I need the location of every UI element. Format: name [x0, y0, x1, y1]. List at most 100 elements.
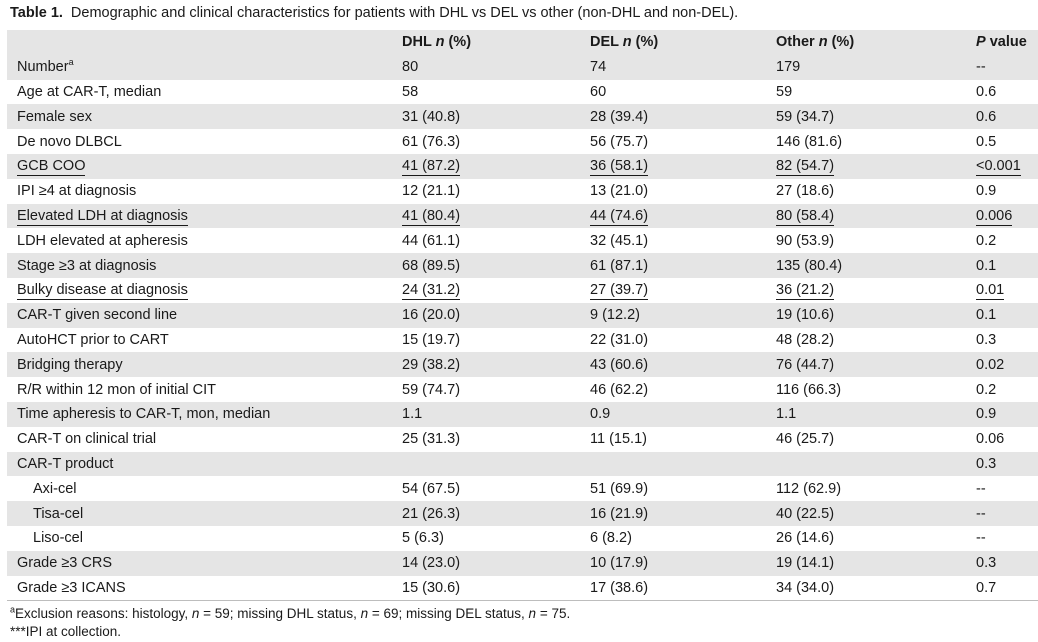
other-cell: 19 (10.6)	[776, 307, 835, 324]
table-row-significant: GCB COO 41 (87.2) 36 (58.1) 82 (54.7) <0…	[7, 153, 1038, 179]
header-other: Other n (%)	[776, 34, 855, 51]
p-value-cell: 0.2	[976, 232, 997, 249]
row-label: Age at CAR-T, median	[17, 83, 162, 100]
other-cell: 90 (53.9)	[776, 232, 835, 249]
dhl-cell: 41 (80.4)	[402, 207, 461, 226]
table-row-group: CAR-T product 0.3	[7, 451, 1038, 477]
table-row: CAR-T on clinical trial 25 (31.3) 11 (15…	[7, 427, 1038, 452]
del-cell: 6 (8.2)	[590, 530, 632, 547]
other-cell: 116 (66.3)	[776, 381, 842, 398]
dhl-cell: 16 (20.0)	[402, 307, 461, 324]
del-cell: 16 (21.9)	[590, 505, 649, 522]
dhl-cell: 5 (6.3)	[402, 530, 444, 547]
row-label: Numbera	[17, 57, 74, 76]
other-cell: 1.1	[776, 406, 797, 423]
p-value-cell: 0.5	[976, 133, 997, 150]
other-cell: 112 (62.9)	[776, 480, 842, 497]
footnote-ipi: ***IPI at collection.	[10, 624, 122, 639]
other-cell: 76 (44.7)	[776, 356, 835, 373]
dhl-cell: 12 (21.1)	[402, 183, 461, 200]
other-cell: 40 (22.5)	[776, 505, 835, 522]
del-cell: 13 (21.0)	[590, 183, 649, 200]
p-value-cell: --	[976, 480, 986, 497]
table-row: Female sex 31 (40.8) 28 (39.4) 59 (34.7)…	[7, 104, 1038, 130]
header-characteristic	[7, 30, 402, 55]
p-value-cell: 0.2	[976, 381, 997, 398]
del-cell: 44 (74.6)	[590, 207, 649, 226]
p-value-cell: 0.9	[976, 406, 997, 423]
other-cell: 59	[776, 83, 793, 100]
p-value-cell: 0.01	[976, 282, 1005, 301]
table-row-sub: Liso-cel 5 (6.3) 6 (8.2) 26 (14.6) --	[7, 526, 1038, 551]
p-value-cell: 0.02	[976, 356, 1005, 373]
characteristics-table: DHL n (%) DEL n (%) Other n (%) P value …	[7, 30, 1038, 602]
table-row: Bridging therapy 29 (38.2) 43 (60.6) 76 …	[7, 352, 1038, 378]
other-cell: 36 (21.2)	[776, 282, 835, 301]
table-header-row: DHL n (%) DEL n (%) Other n (%) P value	[7, 30, 1038, 55]
p-value-cell: --	[976, 59, 986, 76]
table-row: Grade ≥3 ICANS 15 (30.6) 17 (38.6) 34 (3…	[7, 575, 1038, 602]
del-cell: 0.9	[590, 406, 611, 423]
row-label: Grade ≥3 CRS	[17, 555, 112, 572]
p-value-cell: 0.1	[976, 257, 997, 274]
other-cell: 179	[776, 59, 801, 76]
dhl-cell: 54 (67.5)	[402, 480, 461, 497]
row-label: Bulky disease at diagnosis	[17, 282, 188, 301]
del-cell: 9 (12.2)	[590, 307, 640, 324]
row-label: Liso-cel	[33, 530, 83, 547]
row-label: CAR-T on clinical trial	[17, 431, 157, 448]
other-cell: 19 (14.1)	[776, 555, 835, 572]
p-value-cell: 0.06	[976, 431, 1005, 448]
table-row-significant: Elevated LDH at diagnosis 41 (80.4) 44 (…	[7, 203, 1038, 229]
del-cell: 46 (62.2)	[590, 381, 649, 398]
del-cell: 27 (39.7)	[590, 282, 649, 301]
table-row: CAR-T given second line 16 (20.0) 9 (12.…	[7, 302, 1038, 328]
dhl-cell: 25 (31.3)	[402, 431, 461, 448]
row-label: Tisa-cel	[33, 505, 84, 522]
table-row: Age at CAR-T, median 58 60 59 0.6	[7, 80, 1038, 105]
dhl-cell: 44 (61.1)	[402, 232, 461, 249]
dhl-cell: 80	[402, 59, 419, 76]
table-caption: Table 1. Demographic and clinical charact…	[10, 3, 1030, 23]
row-label: De novo DLBCL	[17, 133, 122, 150]
row-label: Bridging therapy	[17, 356, 123, 373]
p-value-cell: 0.6	[976, 108, 997, 125]
other-cell: 82 (54.7)	[776, 158, 835, 177]
dhl-cell: 61 (76.3)	[402, 133, 461, 150]
table-row-sub: Axi-cel 54 (67.5) 51 (69.9) 112 (62.9) -…	[7, 476, 1038, 501]
other-cell	[776, 452, 976, 477]
row-label: GCB COO	[17, 158, 86, 177]
del-cell: 61 (87.1)	[590, 257, 649, 274]
row-label: R/R within 12 mon of initial CIT	[17, 381, 217, 398]
other-cell: 59 (34.7)	[776, 108, 835, 125]
del-cell: 11 (15.1)	[590, 431, 647, 448]
row-label: Female sex	[17, 108, 92, 125]
row-label: Stage ≥3 at diagnosis	[17, 257, 157, 274]
dhl-cell: 14 (23.0)	[402, 555, 461, 572]
table-label: Table 1.	[10, 5, 63, 21]
dhl-cell: 15 (30.6)	[402, 575, 590, 602]
del-cell: 17 (38.6)	[590, 575, 776, 602]
header-p-value: P value	[976, 34, 1027, 51]
p-value-cell: 0.9	[976, 183, 997, 200]
footnote-exclusion: aExclusion reasons: histology, n = 59; m…	[10, 604, 571, 621]
dhl-cell: 15 (19.7)	[402, 331, 461, 348]
dhl-cell: 58	[402, 83, 419, 100]
other-cell: 27 (18.6)	[776, 183, 835, 200]
p-value-cell: 0.3	[976, 455, 997, 472]
del-cell: 56 (75.7)	[590, 133, 649, 150]
table-row-significant: Bulky disease at diagnosis 24 (31.2) 27 …	[7, 278, 1038, 303]
table-row: Grade ≥3 CRS 14 (23.0) 10 (17.9) 19 (14.…	[7, 550, 1038, 576]
dhl-cell: 24 (31.2)	[402, 282, 461, 301]
p-value-cell: 0.1	[976, 307, 997, 324]
header-del: DEL n (%)	[590, 34, 659, 51]
header-dhl: DHL n (%)	[402, 34, 472, 51]
dhl-cell: 68 (89.5)	[402, 257, 461, 274]
other-cell: 34 (34.0)	[776, 575, 976, 602]
table-row: IPI ≥4 at diagnosis 12 (21.1) 13 (21.0) …	[7, 179, 1038, 204]
table-row: AutoHCT prior to CART 15 (19.7) 22 (31.0…	[7, 328, 1038, 353]
del-cell: 32 (45.1)	[590, 232, 649, 249]
other-cell: 26 (14.6)	[776, 530, 835, 547]
table-title: Demographic and clinical characteristics…	[70, 5, 739, 21]
dhl-cell	[402, 452, 590, 477]
